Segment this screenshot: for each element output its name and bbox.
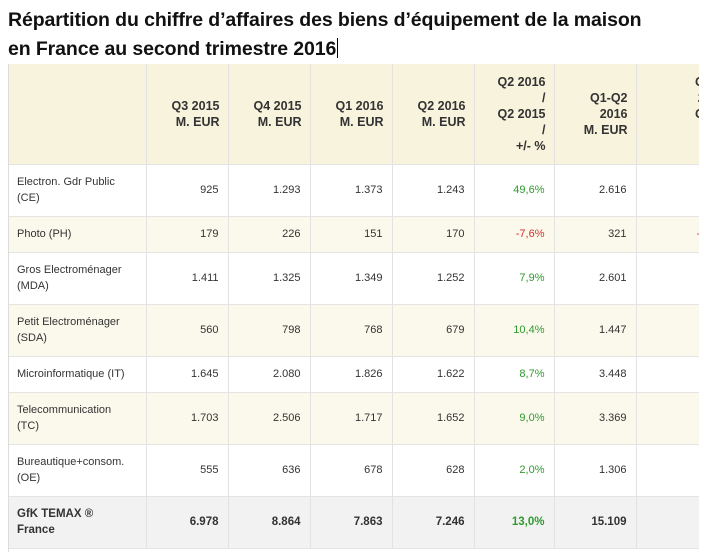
row-label: Petit Electroménager (SDA) [9,304,147,357]
cell-h1-change: 10,1% [636,496,699,549]
cell-q2-2016: 7.246 [392,496,475,549]
cell-h1-change: 6,4% [636,252,699,305]
cell-h1-change: 5,6% [636,304,699,357]
cell-q2-change: 2,0% [474,444,555,497]
table-header-row: Q3 2015 M. EUR Q4 2015 M. EUR Q1 2016 M. EUR Q… [9,64,699,165]
row-label: GfK TEMAX ® France [9,496,147,549]
cell-q2-change: 7,9% [474,252,555,305]
cell-q2-2016: 1.243 [392,164,475,217]
total-row: GfK TEMAX ® France 6.978 8.864 7.863 7.246 13,… [9,496,699,549]
cell-q4-2015: 1.293 [228,164,311,217]
text-cursor [337,38,339,58]
cell-q4-2015: 226 [228,216,311,253]
table-body: Electron. Gdr Public (CE) 925 1.293 1.373 1.2… [9,164,699,549]
row-label: Microinformatique (IT) [9,356,147,393]
cell-h1-2016: 1.306 [554,444,637,497]
cell-q3-2015: 560 [146,304,229,357]
cell-h1-2016: 3.448 [554,356,637,393]
cell-h1-2016: 15.109 [554,496,637,549]
cell-q2-change: 9,0% [474,392,555,445]
column-header: Q1-Q2 2016 M. EUR [554,64,637,165]
cell-q3-2015: 555 [146,444,229,497]
page-title: Répartition du chiffre d’affaires des bi… [8,6,700,64]
cell-q1-2016: 768 [310,304,393,357]
cell-q3-2015: 1.645 [146,356,229,393]
cell-q2-2016: 1.252 [392,252,475,305]
cell-q1-2016: 1.373 [310,164,393,217]
column-header: Q4 2015 M. EUR [228,64,311,165]
cell-q4-2015: 2.506 [228,392,311,445]
table-row: Telecommunication (TC) 1.703 2.506 1.717 1.65… [9,392,699,445]
title-line-2: en France au second trimestre 2016 [8,35,700,64]
cell-q2-2016: 1.652 [392,392,475,445]
row-label: Gros Electroménager (MDA) [9,252,147,305]
cell-q1-2016: 678 [310,444,393,497]
column-header: Q3 2015 M. EUR [146,64,229,165]
cell-q2-2016: 1.622 [392,356,475,393]
cell-q2-change: 10,4% [474,304,555,357]
title-line-2-text: en France au second trimestre 2016 [8,38,337,60]
cell-q1-2016: 7.863 [310,496,393,549]
cell-q2-change: 13,0% [474,496,555,549]
cell-q4-2015: 2.080 [228,356,311,393]
cell-h1-2016: 3.369 [554,392,637,445]
row-label: Electron. Gdr Public (CE) [9,164,147,217]
cell-q2-change: 8,7% [474,356,555,393]
cell-h1-change: -13,0% [636,216,699,253]
cell-h1-change: 8,2% [636,392,699,445]
cell-q1-2016: 1.826 [310,356,393,393]
cell-q4-2015: 1.325 [228,252,311,305]
cell-q2-2016: 679 [392,304,475,357]
cell-q3-2015: 1.411 [146,252,229,305]
column-header: Q2 2016/Q2 2015/+/- % [474,64,555,165]
revenue-table-container: Q3 2015 M. EUR Q4 2015 M. EUR Q1 2016 M. EUR Q… [8,64,699,552]
column-header: Q2 2016 M. EUR [392,64,475,165]
cell-q3-2015: 179 [146,216,229,253]
table-row: Petit Electroménager (SDA) 560 798 768 679 10,… [9,304,699,357]
cell-q2-2016: 628 [392,444,475,497]
cell-h1-2016: 321 [554,216,637,253]
row-label: Photo (PH) [9,216,147,253]
row-label: Bureautique+consom. (OE) [9,444,147,497]
table-row: Microinformatique (IT) 1.645 2.080 1.826 1.6… [9,356,699,393]
row-label: Telecommunication (TC) [9,392,147,445]
title-line-1: Répartition du chiffre d’affaires des bi… [8,9,642,31]
cell-q1-2016: 1.349 [310,252,393,305]
cell-h1-2016: 2.616 [554,164,637,217]
cell-h1-2016: 1.447 [554,304,637,357]
cell-q2-2016: 170 [392,216,475,253]
cell-q2-change: 49,6% [474,164,555,217]
cell-q4-2015: 636 [228,444,311,497]
revenue-table: Q3 2015 M. EUR Q4 2015 M. EUR Q1 2016 M. EUR Q… [9,64,699,549]
table-row: Electron. Gdr Public (CE) 925 1.293 1.373 1.2… [9,164,699,217]
cell-q3-2015: 925 [146,164,229,217]
cell-h1-change: 4,0% [636,444,699,497]
cell-q4-2015: 798 [228,304,311,357]
table-row: Bureautique+consom. (OE) 555 636 678 628 2,0% 1… [9,444,699,497]
cell-q2-change: -7,6% [474,216,555,253]
cell-q1-2016: 1.717 [310,392,393,445]
cell-q1-2016: 151 [310,216,393,253]
header-label-cell [9,64,147,165]
cell-q4-2015: 8.864 [228,496,311,549]
cell-q3-2015: 6.978 [146,496,229,549]
cell-q3-2015: 1.703 [146,392,229,445]
cell-h1-2016: 2.601 [554,252,637,305]
cell-h1-change: 36,6% [636,164,699,217]
table-row: Gros Electroménager (MDA) 1.411 1.325 1.349 1… [9,252,699,305]
cell-h1-change: 6,0% [636,356,699,393]
column-header: Q1 2016 M. EUR [310,64,393,165]
